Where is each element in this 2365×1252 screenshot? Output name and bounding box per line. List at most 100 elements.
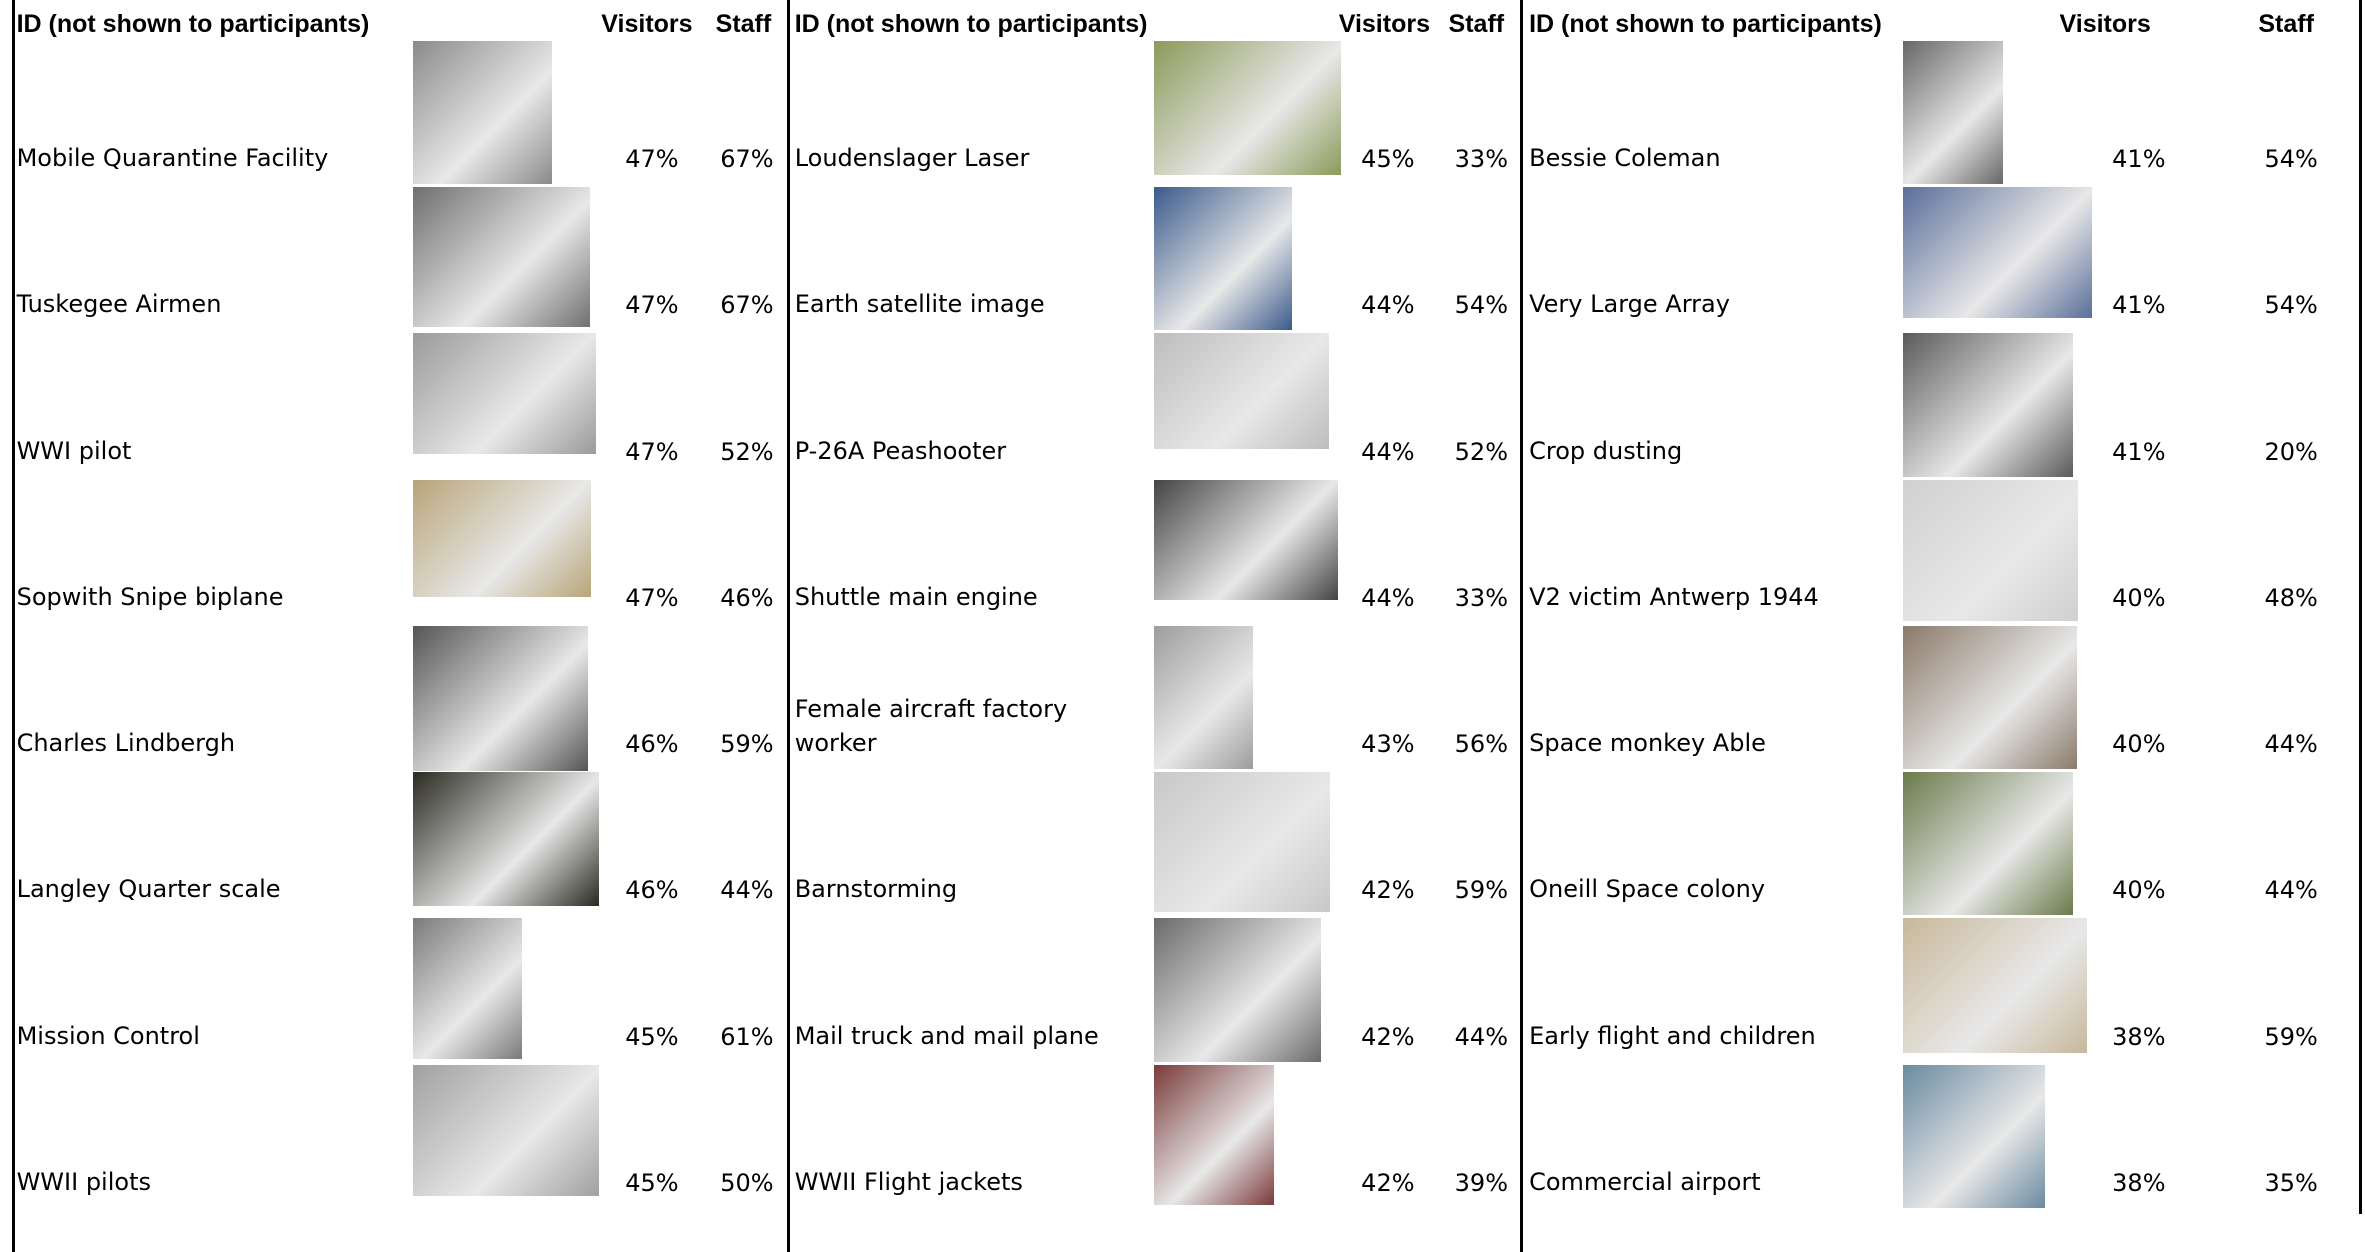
- row-id: Mission Control: [16, 1021, 200, 1050]
- visitors-value: 47%: [625, 291, 679, 320]
- row-id: V2 victim Antwerp 1944: [1529, 582, 1819, 611]
- thumbnail: [413, 625, 589, 771]
- column-rule: [787, 0, 791, 1252]
- thumbnail: [1903, 625, 2077, 770]
- row-id: Bessie Coleman: [1529, 144, 1721, 172]
- row-id: Langley Quarter scale: [16, 875, 281, 904]
- row-id: Shuttle main engine: [794, 582, 1038, 611]
- staff-value: 67%: [720, 145, 774, 173]
- staff-value: 67%: [720, 291, 774, 320]
- visitors-value: 45%: [625, 1168, 679, 1197]
- visitors-value: 42%: [1361, 1022, 1415, 1051]
- visitors-value: 45%: [625, 1022, 679, 1051]
- visitors-value: 42%: [1361, 876, 1415, 905]
- row-id: WWI pilot: [16, 436, 132, 465]
- thumbnail: [1153, 1064, 1275, 1205]
- thumbnail: [1153, 40, 1341, 175]
- row-id: Tuskegee Airmen: [16, 290, 222, 319]
- header-id: ID (not shown to participants): [794, 10, 1148, 38]
- staff-value: 56%: [1454, 730, 1508, 759]
- thumbnail: [1153, 772, 1331, 913]
- thumbnail: [1903, 479, 2079, 622]
- thumbnail: [1153, 918, 1321, 1062]
- row-id: Early flight and children: [1529, 1021, 1816, 1050]
- visitors-value: 44%: [1361, 291, 1415, 320]
- header-staff: Staff: [715, 10, 772, 38]
- thumbnail: [1153, 625, 1254, 770]
- staff-value: 52%: [1454, 437, 1508, 466]
- visitors-value: 40%: [2112, 583, 2166, 612]
- visitors-value: 41%: [2112, 437, 2166, 466]
- row-id: Mail truck and mail plane: [794, 1021, 1099, 1050]
- row-id: Commercial airport: [1529, 1167, 1761, 1196]
- row-id: Very Large Array: [1529, 290, 1730, 319]
- row-id: Oneill Space colony: [1529, 875, 1766, 904]
- visitors-value: 47%: [625, 437, 679, 466]
- visitors-value: 46%: [625, 876, 679, 905]
- staff-value: 59%: [1454, 876, 1508, 905]
- staff-value: 59%: [720, 730, 774, 759]
- visitors-value: 38%: [2112, 1168, 2166, 1197]
- header-staff: Staff: [2258, 10, 2314, 38]
- thumbnail: [413, 40, 552, 184]
- row-id: Mobile Quarantine Facility: [16, 144, 329, 172]
- column-rule: [1520, 0, 1524, 1252]
- visitors-value: 47%: [625, 145, 679, 173]
- visitors-value: 47%: [625, 583, 679, 612]
- visitors-value: 38%: [2112, 1022, 2166, 1051]
- column-rule: [2358, 0, 2362, 1214]
- row-id: Barnstorming: [794, 875, 958, 904]
- row-id: WWII Flight jackets: [794, 1167, 1023, 1196]
- column-rule: [12, 0, 16, 1252]
- row-id: Sopwith Snipe biplane: [16, 582, 284, 611]
- staff-value: 52%: [720, 437, 774, 466]
- staff-value: 54%: [2264, 291, 2318, 320]
- row-id: Earth satellite image: [794, 290, 1045, 319]
- header-id: ID (not shown to participants): [16, 10, 370, 38]
- thumbnail: [413, 333, 596, 454]
- thumbnail: [1153, 186, 1293, 331]
- staff-value: 48%: [2264, 583, 2318, 612]
- staff-value: 20%: [2264, 437, 2318, 466]
- staff-value: 44%: [2264, 876, 2318, 905]
- visitors-value: 43%: [1361, 730, 1415, 759]
- thumbnail: [413, 772, 599, 907]
- staff-value: 44%: [720, 876, 774, 905]
- thumbnail: [413, 479, 592, 598]
- row-id: Space monkey Able: [1529, 729, 1766, 758]
- header-visitors: Visitors: [1338, 10, 1430, 38]
- staff-value: 35%: [2264, 1168, 2318, 1197]
- thumbnail: [1903, 1064, 2045, 1208]
- staff-value: 54%: [1454, 291, 1508, 320]
- thumbnail: [1153, 479, 1338, 601]
- row-id: P-26A Peashooter: [794, 436, 1007, 465]
- thumbnail: [1903, 918, 2088, 1053]
- row-id: Female aircraft factory worker: [794, 695, 1068, 758]
- row-id: Charles Lindbergh: [16, 729, 236, 758]
- thumbnail: [1153, 333, 1329, 450]
- staff-value: 54%: [2264, 145, 2318, 173]
- staff-value: 44%: [2264, 730, 2318, 759]
- thumbnail: [413, 1064, 599, 1196]
- staff-value: 44%: [1454, 1022, 1508, 1051]
- visitors-value: 42%: [1361, 1168, 1415, 1197]
- staff-value: 33%: [1454, 583, 1508, 612]
- header-visitors: Visitors: [2059, 10, 2151, 38]
- visitors-value: 41%: [2112, 291, 2166, 320]
- thumbnail: [413, 918, 522, 1059]
- staff-value: 61%: [720, 1022, 774, 1051]
- thumbnail: [1903, 333, 2074, 477]
- visitors-value: 40%: [2112, 730, 2166, 759]
- row-id: Crop dusting: [1529, 436, 1683, 465]
- staff-value: 39%: [1454, 1168, 1508, 1197]
- header-staff: Staff: [1448, 10, 1505, 38]
- visitors-value: 44%: [1361, 583, 1415, 612]
- visitors-value: 44%: [1361, 437, 1415, 466]
- staff-value: 33%: [1454, 145, 1508, 173]
- thumbnail: [413, 186, 590, 328]
- staff-value: 46%: [720, 583, 774, 612]
- thumbnail: [1903, 186, 2092, 319]
- thumbnail: [1903, 772, 2074, 916]
- visitors-value: 41%: [2112, 145, 2166, 173]
